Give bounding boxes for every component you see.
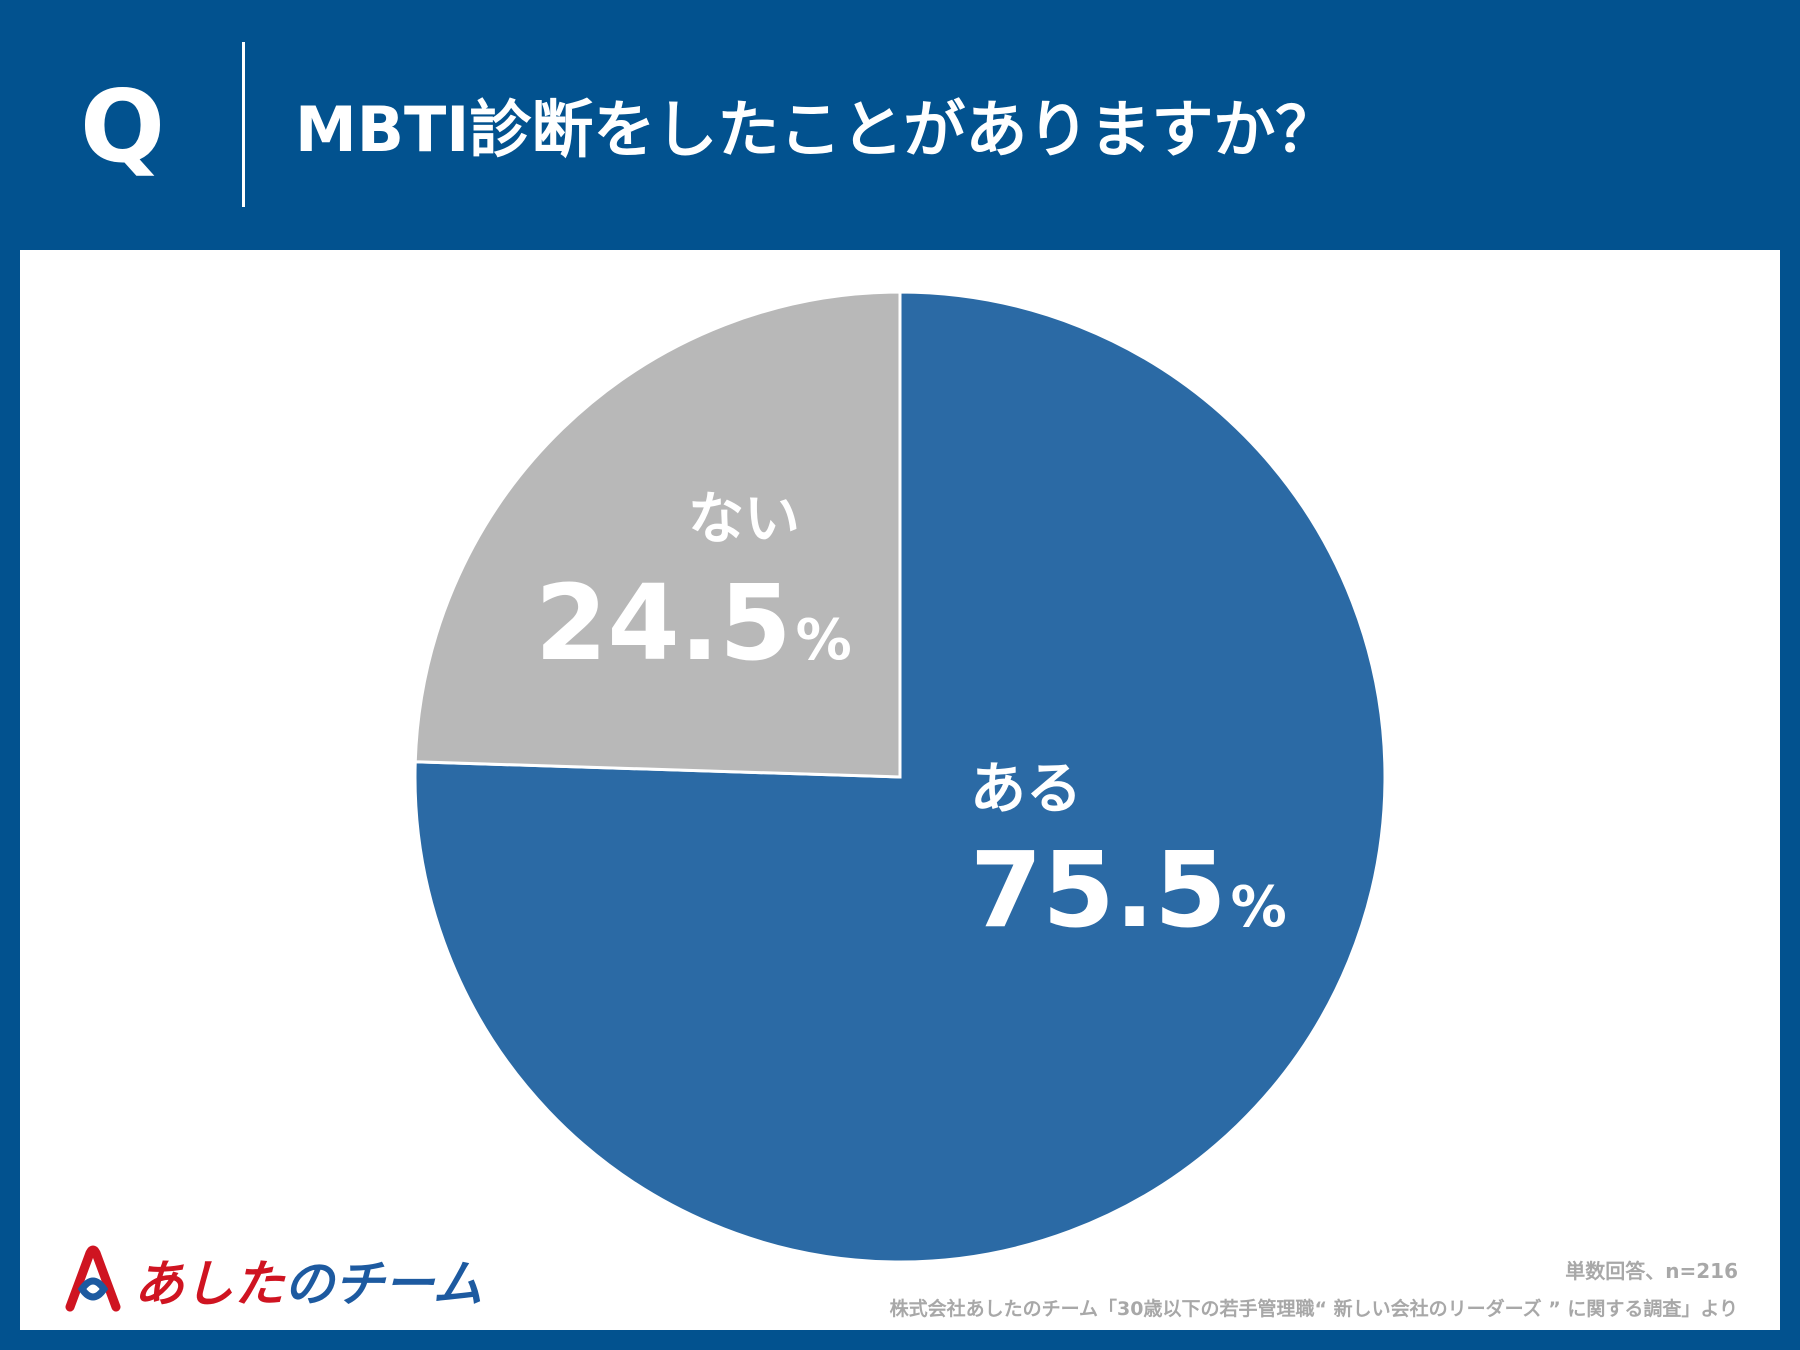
sample-note: 単数回答、n=216 xyxy=(1565,1259,1738,1283)
slice-label-no: ない xyxy=(688,487,800,552)
pie-slice-0 xyxy=(413,290,1387,1264)
slice-value-no-number: 24.5 xyxy=(535,562,792,684)
logo-text-ashita: あした xyxy=(134,1255,284,1313)
slice-value-yes-number: 75.5 xyxy=(970,829,1227,951)
slice-value-no: 24.5% xyxy=(535,568,852,678)
company-logo: あした のチーム xyxy=(60,1240,483,1320)
slice-value-no-unit: % xyxy=(795,608,852,673)
pie-chart xyxy=(413,290,1387,1264)
chart-panel: ある 75.5% ない 24.5% あした のチーム 単数回答、n=216 株式会… xyxy=(20,250,1780,1330)
header-divider xyxy=(242,42,245,207)
slice-value-yes: 75.5% xyxy=(970,835,1287,945)
q-label: Q xyxy=(80,68,166,185)
question-title: MBTI診断をしたことがありますか？ xyxy=(295,93,1338,166)
slice-value-yes-unit: % xyxy=(1230,875,1287,940)
pie-slice-1 xyxy=(413,290,902,779)
header: Q MBTI診断をしたことがありますか？ xyxy=(0,0,1800,250)
slice-label-yes: ある xyxy=(970,757,1082,822)
source-note: 株式会社あしたのチーム「30歳以下の若手管理職“ 新しい会社のリーダーズ ” に… xyxy=(889,1298,1738,1320)
logo-mark-icon xyxy=(65,1245,121,1312)
logo-text-no-team: のチーム xyxy=(284,1255,483,1313)
